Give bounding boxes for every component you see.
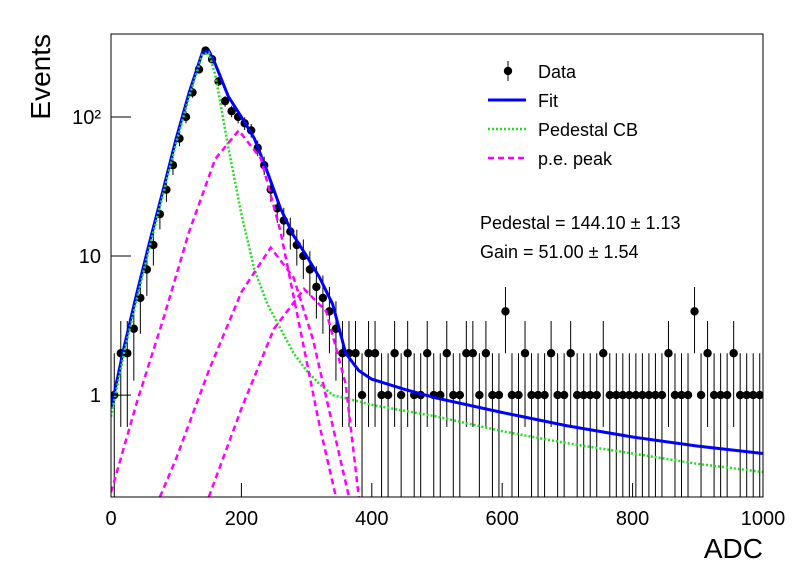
- data-point: [227, 107, 236, 116]
- data-point: [475, 390, 484, 400]
- data-point: [357, 390, 367, 400]
- data-point: [468, 349, 478, 358]
- data-point: [722, 390, 732, 400]
- data-point: [403, 349, 412, 358]
- data-point: [755, 390, 763, 400]
- data-point: [625, 390, 634, 400]
- legend-label: p.e. peak: [538, 149, 613, 169]
- data-point: [507, 390, 517, 400]
- y-tick-label: 1: [90, 385, 101, 407]
- data-point: [677, 390, 686, 400]
- data-point: [631, 390, 641, 400]
- data-point: [364, 349, 373, 358]
- data-point: [312, 282, 321, 292]
- data-point: [670, 390, 680, 400]
- data-point: [383, 390, 393, 400]
- x-tick-label: 1000: [741, 508, 786, 530]
- data-point: [703, 349, 712, 358]
- annotation: Pedestal = 144.10 ± 1.13: [480, 213, 681, 233]
- data-point: [735, 390, 745, 400]
- data-point: [605, 390, 614, 400]
- y-axis-title: Events: [25, 34, 56, 120]
- y-tick-label: 10²: [72, 107, 101, 129]
- data-point: [592, 390, 601, 400]
- data-point: [220, 96, 230, 106]
- data-point: [494, 390, 504, 400]
- plot-area: [111, 46, 763, 497]
- x-tick-label: 400: [355, 508, 388, 530]
- data-point: [696, 390, 706, 400]
- data-point: [514, 390, 523, 400]
- data-point: [709, 390, 719, 400]
- data-point: [351, 349, 360, 358]
- data-point: [586, 390, 595, 400]
- data-point: [638, 390, 647, 400]
- x-tick-label: 600: [486, 508, 519, 530]
- data-point: [749, 390, 758, 400]
- annotation: Gain = 51.00 ± 1.54: [480, 242, 639, 262]
- x-tick-label: 200: [225, 508, 258, 530]
- data-point: [423, 349, 432, 358]
- data-point: [546, 349, 556, 358]
- data-point: [618, 390, 628, 400]
- data-point: [657, 390, 667, 400]
- x-axis-title: ADC: [704, 533, 763, 564]
- x-tick-label: 0: [105, 508, 116, 530]
- data-point: [488, 390, 497, 400]
- data-point: [481, 349, 491, 358]
- data-point: [370, 349, 380, 358]
- data-point: [455, 390, 465, 400]
- data-point: [527, 390, 536, 400]
- data-point: [462, 349, 471, 358]
- data-point: [559, 390, 569, 400]
- data-point: [644, 390, 654, 400]
- data-point: [612, 390, 621, 400]
- x-tick-label: 800: [616, 508, 649, 530]
- data-point: [579, 390, 588, 400]
- data-point: [149, 240, 158, 250]
- data-point: [716, 390, 725, 400]
- data-point: [442, 349, 451, 358]
- legend: Data Fit Pedestal CB p.e. peak: [488, 61, 638, 169]
- legend-label: Data: [538, 62, 577, 82]
- legend-label: Pedestal CB: [538, 120, 638, 140]
- legend-label: Fit: [538, 91, 558, 111]
- data-point: [683, 390, 693, 400]
- data-point: [449, 390, 458, 400]
- data-point: [599, 349, 608, 358]
- data-point: [520, 349, 530, 358]
- data-point: [136, 293, 145, 303]
- data-point: [651, 390, 660, 400]
- data-point: [533, 390, 543, 400]
- data-point: [729, 349, 738, 358]
- data-point: [540, 390, 549, 400]
- data-point: [129, 324, 139, 333]
- data-point: [318, 293, 328, 303]
- y-tick-label: 10: [79, 246, 101, 268]
- frame: [110, 33, 764, 498]
- data-point: [123, 349, 132, 358]
- data-point: [742, 390, 751, 400]
- data-point: [501, 307, 510, 316]
- data-point: [390, 349, 399, 358]
- fit-curve: [111, 128, 361, 497]
- data-point: [553, 390, 562, 400]
- data-point: [377, 390, 386, 400]
- legend-symbol: [503, 66, 513, 76]
- data-point: [690, 307, 699, 316]
- data-point: [396, 390, 406, 400]
- data-point: [566, 349, 575, 358]
- data-point: [572, 390, 582, 400]
- data-point: [664, 349, 673, 358]
